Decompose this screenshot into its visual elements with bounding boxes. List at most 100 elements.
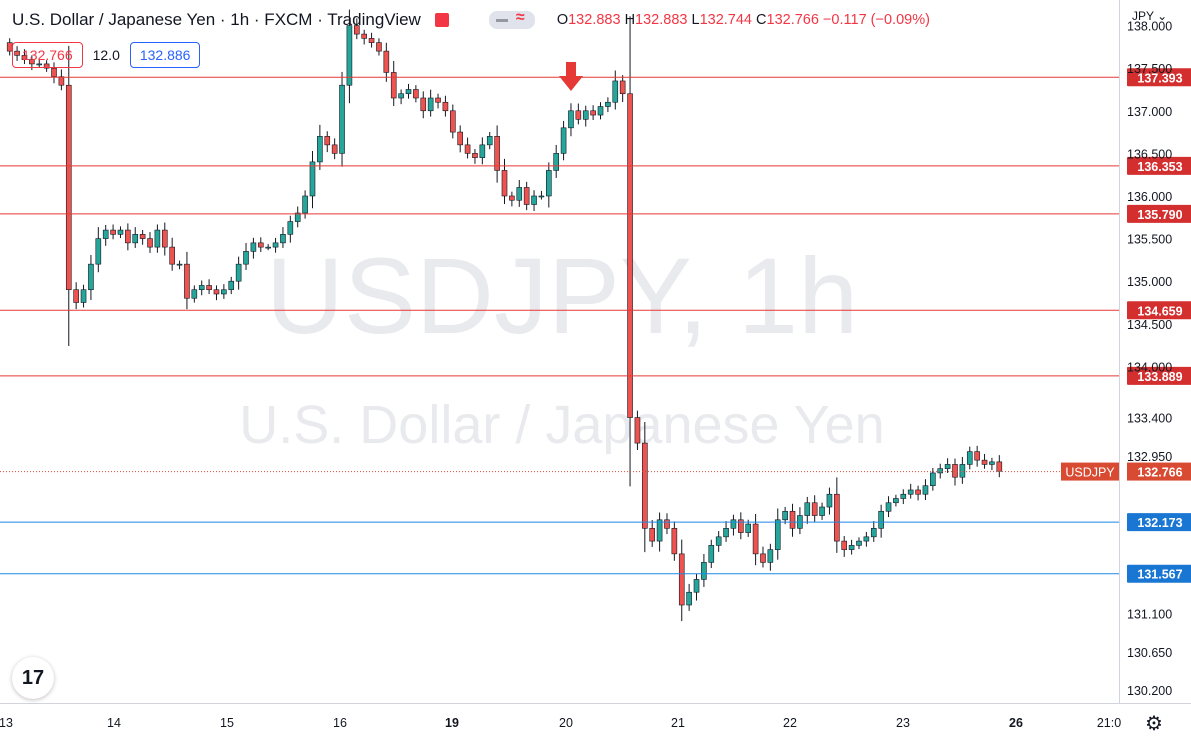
candle-body <box>198 285 205 291</box>
candle-body <box>221 289 227 295</box>
level-label: 134.659 <box>1137 304 1182 318</box>
candle <box>774 508 781 560</box>
y-tick-label: 132.950 <box>1127 450 1172 464</box>
candle-body <box>302 195 308 214</box>
candle-body <box>723 528 729 538</box>
candle-body <box>590 110 596 116</box>
tradingview-logo-icon[interactable]: 17 <box>12 657 54 699</box>
candles <box>6 9 1003 622</box>
candle <box>782 506 788 525</box>
candle <box>58 69 65 91</box>
candle-body <box>383 50 390 73</box>
watermark-name: U.S. Dollar / Japanese Yen <box>239 395 884 455</box>
candle <box>147 232 153 253</box>
candle <box>376 38 382 56</box>
candle-body <box>398 93 404 99</box>
candle-body <box>619 80 626 95</box>
candle <box>257 237 264 253</box>
candle-body <box>427 97 434 112</box>
candle <box>575 103 582 125</box>
symbol-title[interactable]: U.S. Dollar / Japanese Yen · 1h · FXCM ·… <box>12 10 421 29</box>
candle-body <box>405 89 412 95</box>
candle <box>819 502 825 520</box>
candle <box>132 227 139 248</box>
candle <box>331 138 338 160</box>
y-tick-label: 130.650 <box>1127 646 1172 660</box>
candle-body <box>885 502 892 512</box>
y-tick-label: 136.500 <box>1127 147 1172 161</box>
candle <box>523 181 530 211</box>
candle <box>693 573 700 601</box>
candle <box>280 227 286 248</box>
candle <box>531 190 537 212</box>
currency-selector[interactable]: JPY ⌄ <box>1132 9 1167 23</box>
x-tick-label: 19 <box>445 716 459 730</box>
level-label-box <box>1127 68 1191 87</box>
candle-body <box>834 493 840 542</box>
candle <box>398 89 404 105</box>
candle-body <box>789 510 796 529</box>
candle-body <box>43 63 50 69</box>
candle <box>907 483 914 499</box>
gear-icon[interactable]: ⚙ <box>1145 713 1163 735</box>
candle-body <box>413 89 419 99</box>
candle <box>538 190 545 200</box>
candle <box>634 410 641 451</box>
level-label-box <box>1127 564 1191 583</box>
candle-body <box>907 489 914 495</box>
candle <box>176 260 183 270</box>
y-tick-label: 138.000 <box>1127 20 1172 34</box>
candle <box>590 105 596 120</box>
candle <box>36 59 43 68</box>
candle-body <box>686 591 692 606</box>
indicator-toggle[interactable]: ≈ <box>488 9 535 29</box>
candle <box>390 60 397 107</box>
x-tick-label: 13 <box>0 716 13 730</box>
candle-body <box>915 489 921 495</box>
candle-body <box>65 84 72 291</box>
x-tick-label: 23 <box>896 716 910 730</box>
sell-button[interactable]: 132.766 <box>12 42 83 68</box>
candle-body <box>464 144 471 154</box>
x-tick-label: 15 <box>220 716 234 730</box>
candle-body <box>442 101 449 112</box>
candle-body <box>228 280 235 291</box>
level-label: 135.790 <box>1137 208 1182 222</box>
candle <box>966 446 973 470</box>
candle <box>841 536 848 557</box>
candle <box>368 32 375 48</box>
candle <box>213 285 220 301</box>
ohlc-values: O132.883 H132.883 L132.744 C132.766 −0.1… <box>556 12 930 28</box>
candle-body <box>324 136 331 146</box>
candle <box>494 125 500 183</box>
candle-body <box>390 72 397 99</box>
candle-body <box>996 461 1003 472</box>
buy-button[interactable]: 132.886 <box>129 42 201 68</box>
candle <box>287 215 294 243</box>
candle <box>442 95 449 117</box>
candle-body <box>516 187 523 201</box>
candle <box>302 190 308 219</box>
candle <box>198 280 205 296</box>
candle <box>981 453 988 469</box>
candle-body <box>139 234 146 239</box>
candle <box>51 62 57 84</box>
candle-body <box>346 25 353 86</box>
candle <box>450 104 456 139</box>
candle <box>767 543 774 571</box>
y-tick-label: 135.500 <box>1127 233 1172 247</box>
candle <box>43 60 50 72</box>
candle <box>125 223 131 251</box>
candle-body <box>841 540 848 550</box>
candle <box>346 9 353 104</box>
x-tick-label: 22 <box>783 716 797 730</box>
level-label-box <box>1127 513 1191 532</box>
candle <box>272 237 279 253</box>
candle-body <box>678 553 685 606</box>
candle <box>14 46 20 61</box>
candle-body <box>605 101 611 107</box>
candle <box>228 276 235 295</box>
candle <box>88 254 94 301</box>
candle <box>154 224 161 253</box>
